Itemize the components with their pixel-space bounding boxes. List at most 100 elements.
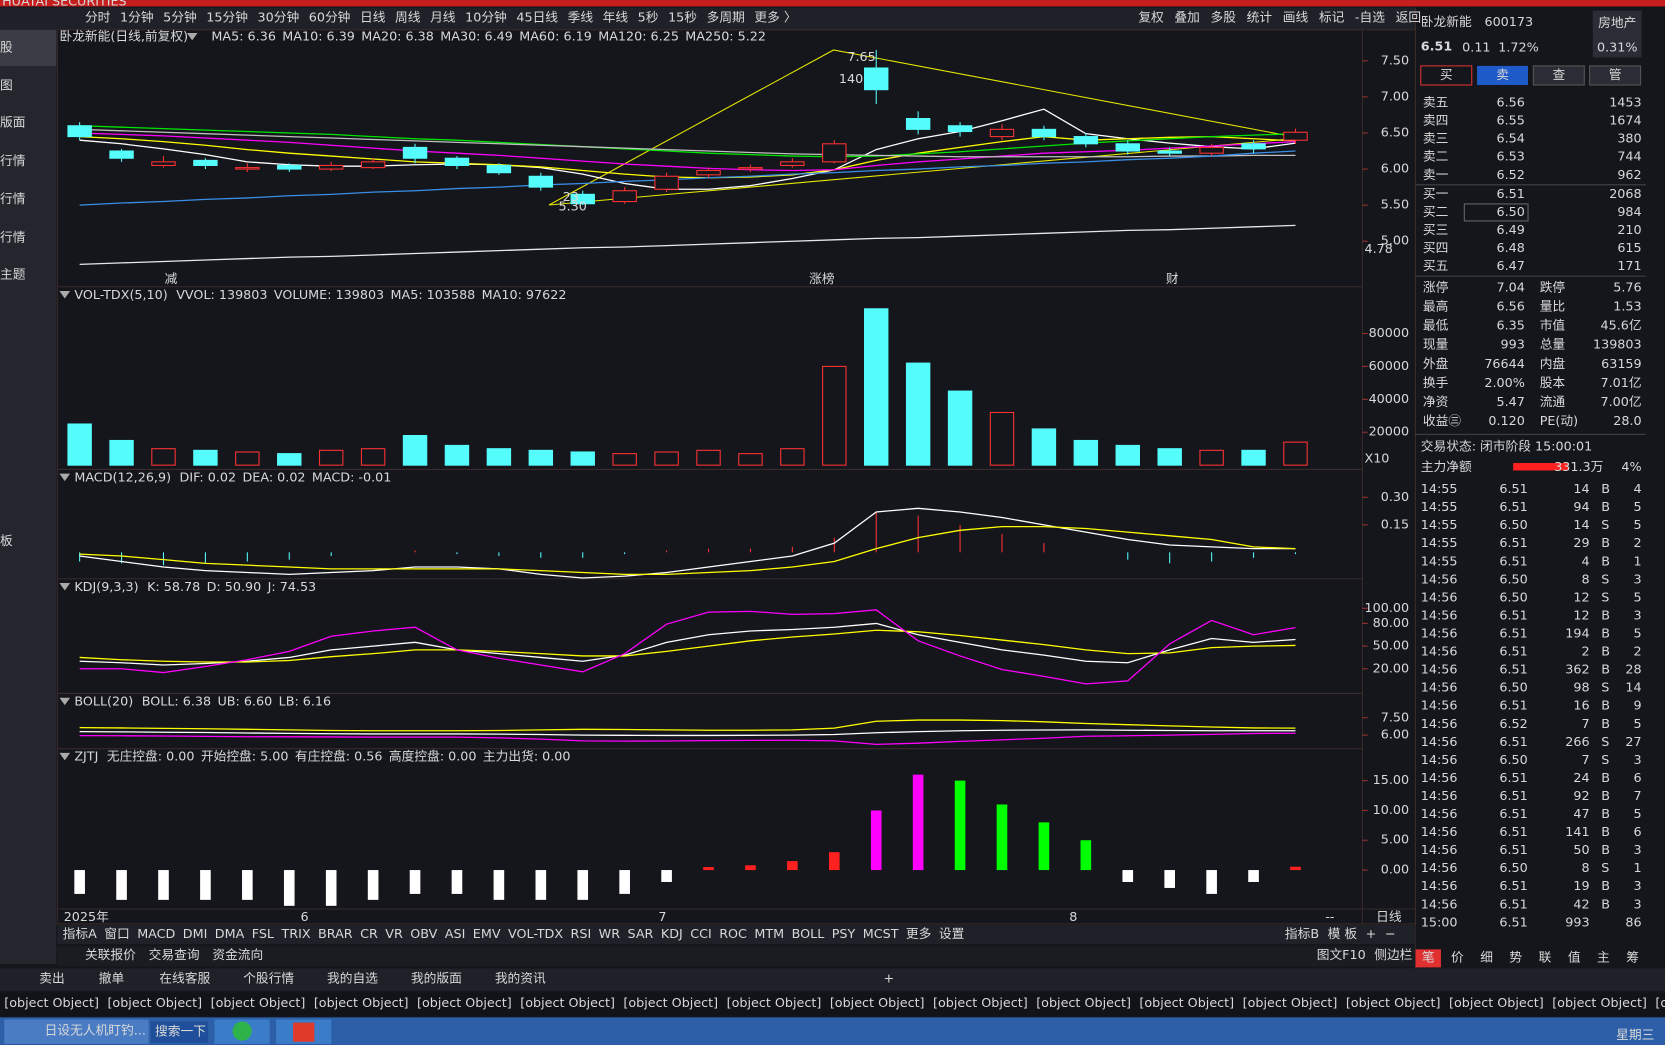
indicator-tab[interactable]: PSY [832, 927, 856, 942]
trade-button[interactable]: 管 [1609, 68, 1622, 83]
indicator-tab[interactable]: + [1366, 927, 1377, 942]
tool-button[interactable]: 复权 [1138, 10, 1164, 26]
period-tab[interactable]: 5秒 [638, 11, 659, 26]
side-tab[interactable]: 主 [1597, 950, 1610, 965]
manage-button[interactable] [1589, 65, 1642, 86]
indicator-tab[interactable]: ROC [719, 927, 747, 942]
side-tab-active[interactable] [1415, 949, 1441, 968]
indicator-tab[interactable]: FSL [252, 927, 275, 942]
period-tab[interactable]: 月线 [430, 11, 456, 26]
indicator-tab[interactable]: 指标A [63, 927, 97, 942]
side-tab[interactable]: 势 [1509, 949, 1522, 965]
period-tab[interactable]: 30分钟 [258, 10, 300, 26]
side-tab[interactable]: 价 [1451, 950, 1464, 965]
indicator-tab[interactable]: BOLL [792, 927, 826, 942]
indicator-tab[interactable]: WR [599, 927, 621, 942]
sidebar-item[interactable]: 行情 [0, 192, 26, 207]
link[interactable]: 关联报价 [85, 948, 136, 963]
indicator-tab[interactable]: MCST [863, 927, 899, 942]
tool-button[interactable]: 标记 [1319, 11, 1345, 26]
period-tab[interactable]: 分时 [85, 11, 111, 26]
side-tab[interactable]: 联 [1539, 950, 1552, 965]
indicator-tab[interactable]: 更多 [906, 927, 932, 942]
indicator-tab[interactable]: 模 板 [1328, 927, 1358, 942]
indicator-tab[interactable]: EMV [473, 927, 501, 942]
indicator-tab[interactable]: 设置 [939, 927, 965, 942]
period-tab[interactable]: 季线 [568, 11, 594, 26]
action-button[interactable]: 卖出 [39, 972, 64, 987]
indicator-tab[interactable]: CR [360, 927, 378, 942]
link[interactable]: 交易查询 [149, 947, 200, 963]
indicator-tab[interactable]: VOL-TDX [508, 927, 563, 942]
indicator-tab[interactable]: CCI [690, 927, 712, 942]
action-button[interactable]: + [883, 972, 894, 987]
period-tab[interactable]: 更多 〉 [754, 11, 796, 26]
indicator-tab[interactable]: MACD [137, 927, 175, 942]
period-tab[interactable]: 年线 [603, 11, 629, 26]
indicator-tab[interactable]: VR [385, 927, 403, 942]
period-tab[interactable]: 10分钟 [465, 10, 507, 26]
period-tab[interactable]: 45日线 [516, 11, 558, 26]
indicator-tab[interactable]: 窗口 [104, 927, 129, 942]
indicator-tab[interactable]: RSI [571, 927, 592, 942]
trade-button[interactable]: 查 [1552, 68, 1565, 83]
action-button[interactable]: 个股行情 [243, 972, 294, 987]
period-tab[interactable]: 日线 [360, 11, 386, 26]
collapse-icon[interactable] [59, 697, 71, 706]
tool-button[interactable]: 画线 [1283, 11, 1309, 26]
sidebar-item[interactable]: 行情 [0, 154, 26, 169]
period-tab[interactable]: 15分钟 [206, 10, 248, 26]
link[interactable]: 侧边栏 [1374, 948, 1412, 963]
indicator-tab[interactable]: OBV [410, 927, 437, 942]
indicator-tab[interactable]: SAR [628, 927, 654, 942]
query-button[interactable] [1532, 65, 1585, 86]
side-tab[interactable]: 细 [1480, 950, 1493, 965]
task-window[interactable] [4, 1019, 149, 1044]
sidebar-item[interactable]: 图 [0, 79, 13, 94]
sidebar-item[interactable]: 行情 [0, 230, 26, 245]
sidebar-item[interactable]: 版面 [0, 116, 26, 131]
trade-button[interactable]: 卖 [1496, 68, 1509, 83]
side-tab[interactable]: 值 [1568, 949, 1581, 965]
collapse-icon[interactable] [59, 473, 71, 482]
sector[interactable]: 房地产 [1598, 15, 1636, 31]
indicator-tab[interactable]: TRIX [280, 927, 310, 942]
sidebar-item[interactable]: 主题 [0, 268, 26, 283]
sidebar-item[interactable]: 股 [0, 40, 13, 55]
search-label[interactable]: 搜索一下 [155, 1025, 206, 1040]
tool-button[interactable]: 返回 [1396, 11, 1421, 26]
collapse-icon[interactable] [59, 291, 71, 299]
period-tab[interactable]: 1分钟 [120, 10, 154, 26]
indicator-tab[interactable]: ASI [445, 927, 466, 942]
event-marker[interactable]: 减 [165, 272, 178, 287]
trade-button[interactable]: 买 [1440, 68, 1453, 83]
tool-button[interactable]: 多股 [1211, 11, 1237, 26]
period-tab[interactable]: 60分钟 [309, 10, 351, 26]
action-button[interactable]: 我的版面 [411, 971, 462, 987]
indicator-tab[interactable]: 指标B [1285, 927, 1319, 942]
tool-button[interactable]: -自选 [1355, 11, 1385, 26]
search-box[interactable] [150, 1021, 209, 1043]
side-tab[interactable]: 笔 [1422, 949, 1435, 965]
indicator-tab[interactable]: DMI [183, 927, 208, 942]
buy-button[interactable] [1420, 65, 1473, 86]
indicator-tab[interactable]: − [1385, 927, 1396, 942]
period-tab[interactable]: 多周期 [707, 11, 745, 26]
action-button[interactable]: 在线客服 [159, 971, 210, 987]
event-marker[interactable]: 涨榜 [809, 271, 835, 287]
indicator-tab[interactable]: BRAR [318, 927, 353, 942]
action-button[interactable]: 我的资讯 [495, 971, 546, 987]
task-title[interactable]: 日设无人机盯钓... [45, 1024, 146, 1039]
side-tab[interactable]: 筹 [1626, 949, 1639, 965]
indicator-tab[interactable]: DMA [215, 927, 245, 942]
action-button[interactable]: 撤单 [99, 971, 125, 987]
sector-box[interactable] [1592, 10, 1642, 58]
tool-button[interactable]: 统计 [1247, 11, 1273, 26]
period-tab[interactable]: 周线 [395, 11, 421, 26]
event-marker[interactable]: 财 [1166, 272, 1179, 287]
link[interactable]: 图文F10 [1317, 948, 1366, 963]
sell-button[interactable] [1477, 65, 1529, 86]
link[interactable]: 资金流向 [212, 947, 263, 963]
action-button[interactable]: 我的自选 [327, 971, 378, 987]
tool-button[interactable]: 叠加 [1174, 11, 1199, 26]
